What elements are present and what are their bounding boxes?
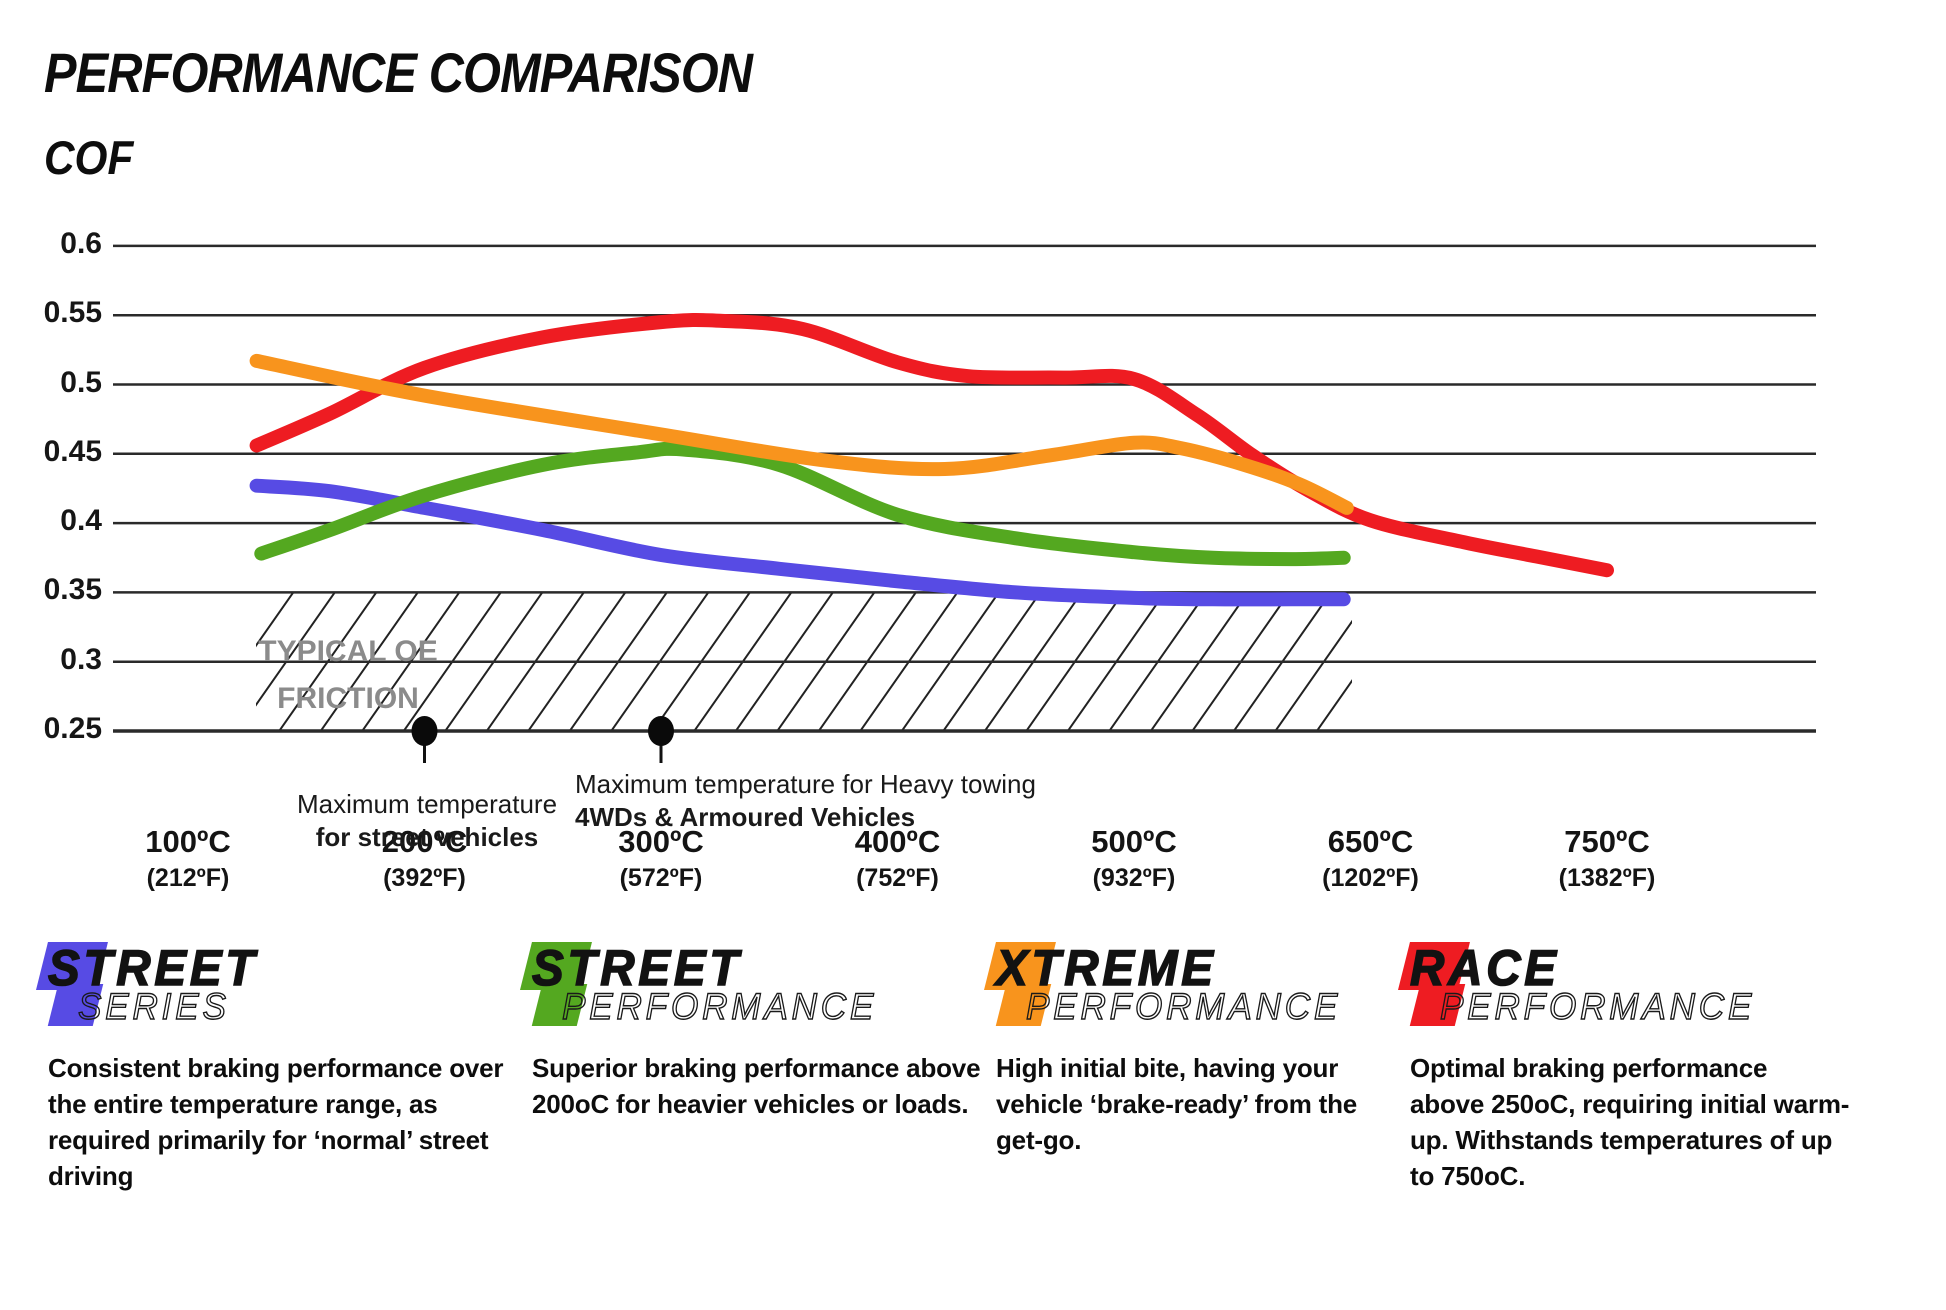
xtreme-performance-logo: XTREME PERFORMANCE: [984, 940, 1536, 1034]
x-tick-label: 100ºC (212ºF): [78, 824, 298, 893]
legend-item-xtreme-performance: XTREME PERFORMANCE High initial bite, ha…: [984, 940, 1536, 1158]
annotation-line2: 4WDs & Armoured Vehicles: [575, 802, 916, 832]
annotation-line1: Maximum temperature for Heavy towing: [575, 769, 1036, 799]
page-title: PERFORMANCE COMPARISON: [44, 41, 753, 104]
series-line-race-performance: [249, 312, 1614, 578]
cof-temperature-chart: [113, 244, 1816, 763]
annotation-line1: Maximum temperature: [296, 789, 558, 819]
x-tick-fahrenheit: (932ºF): [1092, 864, 1176, 892]
annotation-line2: for street vehicles: [315, 822, 539, 852]
x-tick-celsius: 300ºC: [618, 824, 704, 859]
legend-description: Consistent braking performance over the …: [48, 1053, 504, 1191]
x-tick-label: 500ºC (932ºF): [1024, 824, 1244, 893]
series-line-street-performance: [254, 441, 1351, 567]
y-axis-label: 0.4: [60, 504, 102, 538]
legend-description: High initial bite, having your vehicle ‘…: [996, 1053, 1358, 1155]
max-temp-dot: [648, 716, 674, 746]
logo-subtitle: PERFORMANCE: [1025, 986, 1342, 1027]
logo-subtitle: SERIES: [77, 986, 230, 1027]
legend-item-race-performance: RACE PERFORMANCE Optimal braking perform…: [1398, 940, 1946, 1194]
logo-title: STREET: [531, 940, 743, 996]
y-axis-title: COF: [44, 131, 134, 184]
logo-subtitle: PERFORMANCE: [561, 986, 878, 1027]
x-tick-fahrenheit: (752ºF): [856, 864, 939, 892]
race-performance-logo: RACE PERFORMANCE: [1398, 940, 1946, 1034]
x-tick-label: 650ºC (1202ºF): [1261, 824, 1481, 893]
series-curves-group: [249, 312, 1614, 607]
typical-oe-line1: TYPICAL OE: [258, 635, 438, 668]
y-axis-label: 0.3: [60, 642, 102, 676]
y-axis-label: 0.5: [60, 365, 102, 399]
x-tick-celsius: 200ºC: [381, 824, 468, 859]
x-tick-celsius: 750ºC: [1564, 824, 1650, 859]
y-axis-label: 0.35: [43, 573, 102, 607]
x-tick-fahrenheit: (212ºF): [146, 864, 230, 892]
x-tick-fahrenheit: (572ºF): [619, 864, 703, 892]
typical-oe-line2: FRICTION: [277, 682, 419, 715]
legend-description: Superior braking performance above 200oC…: [532, 1053, 981, 1119]
x-tick-label: 300ºC (572ºF): [551, 824, 771, 893]
x-tick-fahrenheit: (392ºF): [383, 864, 466, 892]
x-tick-label: 400ºC (752ºF): [788, 824, 1008, 893]
logo-subtitle: PERFORMANCE: [1439, 986, 1756, 1027]
legend-item-street-series: STREET SERIES Consistent braking perform…: [36, 940, 588, 1194]
y-axis-label: 0.55: [43, 296, 102, 330]
x-tick-celsius: 400ºC: [854, 824, 941, 859]
typical-oe-friction-label: TYPICAL OE FRICTION: [250, 628, 446, 722]
annotation-street-max-temp: Maximum temperature for street vehicles: [252, 788, 602, 854]
series-line-street-series: [249, 478, 1351, 607]
max-temp-dot: [411, 716, 438, 746]
logo-title: XTREME: [995, 940, 1217, 996]
y-axis-label: 0.6: [60, 226, 102, 260]
x-tick-label: 750ºC (1382ºF): [1497, 824, 1717, 893]
series-line-xtreme-performance: [249, 353, 1354, 515]
annotation-markers-group: [411, 716, 674, 763]
annotation-towing-max-temp: Maximum temperature for Heavy towing 4WD…: [575, 768, 1036, 834]
legend-item-street-performance: STREET PERFORMANCE Superior braking perf…: [520, 940, 1072, 1122]
legend: STREET SERIES Consistent braking perform…: [0, 940, 1946, 1232]
x-tick-celsius: 650ºC: [1327, 824, 1414, 859]
logo-title: STREET: [47, 940, 259, 996]
x-tick-fahrenheit: (1382ºF): [1558, 864, 1656, 892]
street-performance-logo: STREET PERFORMANCE: [520, 940, 1072, 1034]
logo-title: RACE: [1409, 940, 1560, 996]
y-axis-label: 0.25: [43, 712, 102, 745]
y-axis-label: 0.45: [43, 434, 102, 468]
x-tick-fahrenheit: (1202ºF): [1322, 864, 1419, 892]
legend-description: Optimal braking performance above 250oC,…: [1410, 1053, 1850, 1191]
x-tick-celsius: 100ºC: [145, 824, 231, 859]
x-tick-label: 200ºC (392ºF): [315, 824, 535, 893]
x-tick-celsius: 500ºC: [1091, 824, 1177, 859]
street-series-logo: STREET SERIES: [36, 940, 588, 1034]
